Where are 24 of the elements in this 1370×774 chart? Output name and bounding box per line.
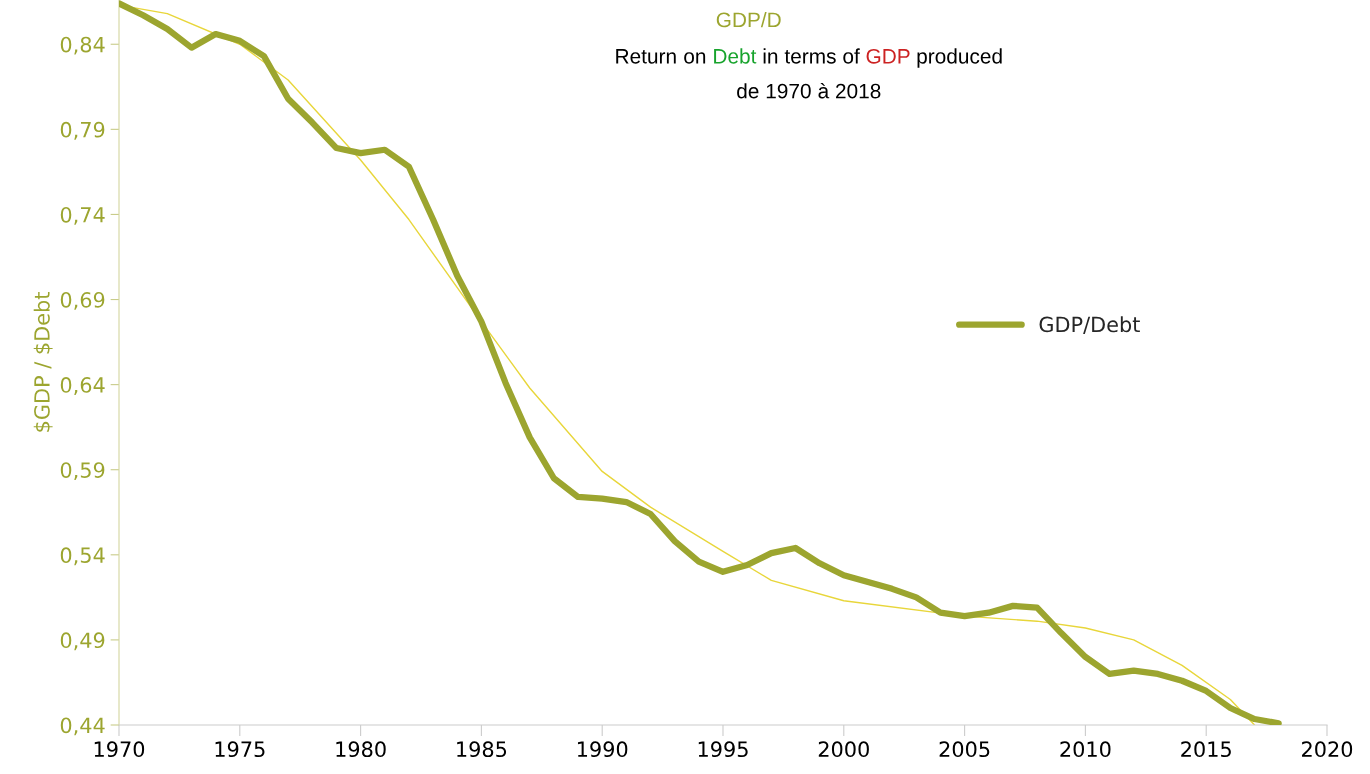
x-tick-label: 1990 <box>577 741 628 758</box>
x-tick-label: 2005 <box>939 741 990 758</box>
x-tick-label: 1995 <box>698 741 748 758</box>
y-tick-label: 0,79 <box>60 121 105 140</box>
y-tick-label: 0,84 <box>60 36 105 55</box>
x-tick-label: 2000 <box>818 741 869 758</box>
y-tick-label: 0,54 <box>60 547 105 566</box>
x-tick-label: 1980 <box>336 741 386 758</box>
y-axis-title: $GDP / $Debt <box>33 292 53 432</box>
legend-label: GDP/Debt <box>1039 316 1140 334</box>
y-tick-label: 0,59 <box>60 462 105 481</box>
chart-title: GDP/D <box>716 11 781 28</box>
y-tick-label: 0,69 <box>60 291 105 310</box>
x-tick-label: 2010 <box>1060 741 1111 758</box>
x-tick-label: 1970 <box>94 741 145 758</box>
y-tick-label: 0,74 <box>60 206 105 225</box>
x-tick-label: 1985 <box>457 741 507 758</box>
text: Return on Debt in terms of GDP produced de 1970 à 2018 <box>616 48 1002 99</box>
x-tick-label: 2015 <box>1181 741 1231 758</box>
x-tick-label: 2020 <box>1302 741 1353 758</box>
y-tick-label: 0,49 <box>60 632 105 651</box>
y-tick-label: 0,64 <box>60 377 105 395</box>
x-tick-label: 1975 <box>215 741 265 758</box>
y-tick-label: 0,44 <box>60 717 105 736</box>
